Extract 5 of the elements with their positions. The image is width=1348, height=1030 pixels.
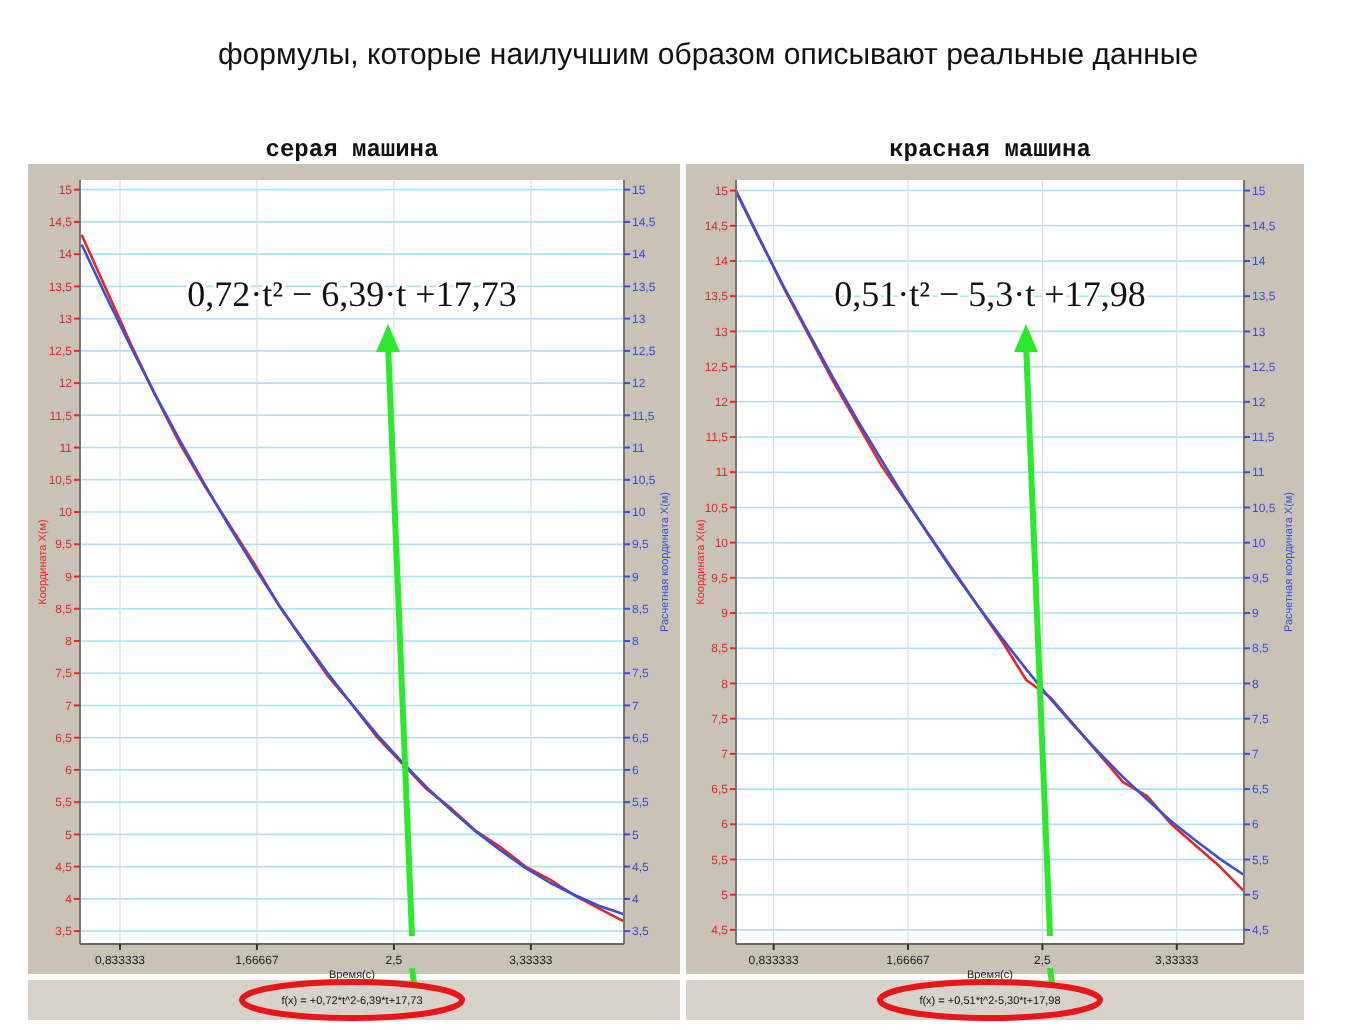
annotation: 0,72·t² − 6,39·t +17,73 bbox=[187, 274, 517, 314]
annotation: 0,51·t² − 5,3·t +17,98 bbox=[834, 274, 1146, 314]
chart-subtitle: серая машина bbox=[265, 136, 439, 164]
chart-subtitle: красная машина bbox=[889, 136, 1091, 164]
text: формулы, которые наилучшим образом описывают реальные данные bbox=[217, 38, 1199, 72]
